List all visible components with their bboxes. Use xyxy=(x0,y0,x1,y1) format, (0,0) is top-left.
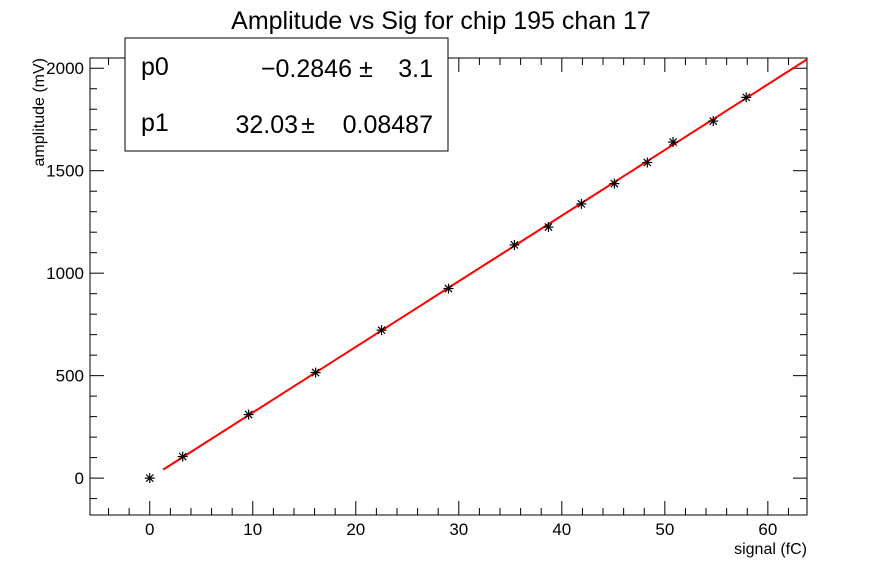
data-point xyxy=(376,325,387,336)
y-axis-label: amplitude (mV) xyxy=(31,58,48,166)
y-tick-label: 500 xyxy=(56,367,84,386)
x-tick-label: 50 xyxy=(655,520,674,539)
stats-p1-name: p1 xyxy=(141,109,169,137)
data-point xyxy=(310,367,321,378)
chart-title: Amplitude vs Sig for chip 195 chan 17 xyxy=(231,7,651,35)
data-point xyxy=(708,116,719,127)
stats-box-frame xyxy=(124,37,449,152)
data-points xyxy=(144,92,752,484)
data-point xyxy=(741,92,752,103)
data-point xyxy=(144,473,155,484)
data-point xyxy=(668,137,679,148)
stats-p0-error: 3.1 xyxy=(398,55,433,83)
x-axis-tick-labels: 0 10 20 30 40 50 60 xyxy=(145,520,777,539)
stats-p1-value: 32.03 xyxy=(235,111,298,139)
x-tick-label: 0 xyxy=(145,520,154,539)
data-point xyxy=(243,409,254,420)
stats-p1-error: 0.08487 xyxy=(343,111,433,139)
data-point xyxy=(642,157,653,168)
x-tick-label: 20 xyxy=(346,520,365,539)
stats-p0-pm: ± xyxy=(359,55,373,83)
y-tick-label: 0 xyxy=(75,469,84,488)
stats-p1-pm: ± xyxy=(301,111,315,139)
data-point xyxy=(443,283,454,294)
y-tick-label: 1500 xyxy=(46,162,84,181)
data-point xyxy=(576,198,587,209)
y-axis-tick-labels: 0 500 1000 1500 2000 xyxy=(46,59,84,488)
fit-line xyxy=(162,58,808,471)
data-point xyxy=(609,178,620,189)
y-tick-label: 2000 xyxy=(46,59,84,78)
y-axis-ticks xyxy=(90,67,807,500)
data-point xyxy=(509,239,520,250)
data-point xyxy=(543,222,554,233)
x-tick-label: 60 xyxy=(758,520,777,539)
x-tick-label: 10 xyxy=(243,520,262,539)
fit-stats-box: p0 −0.2846 ± 3.1 p1 32.03 ± 0.08487 xyxy=(124,37,449,152)
x-tick-label: 40 xyxy=(552,520,571,539)
x-axis-label: signal (fC) xyxy=(734,541,807,558)
stats-p0-name: p0 xyxy=(141,53,169,81)
data-point xyxy=(177,451,188,462)
y-tick-label: 1000 xyxy=(46,264,84,283)
stats-p0-value: −0.2846 xyxy=(261,55,352,83)
x-tick-label: 30 xyxy=(449,520,468,539)
